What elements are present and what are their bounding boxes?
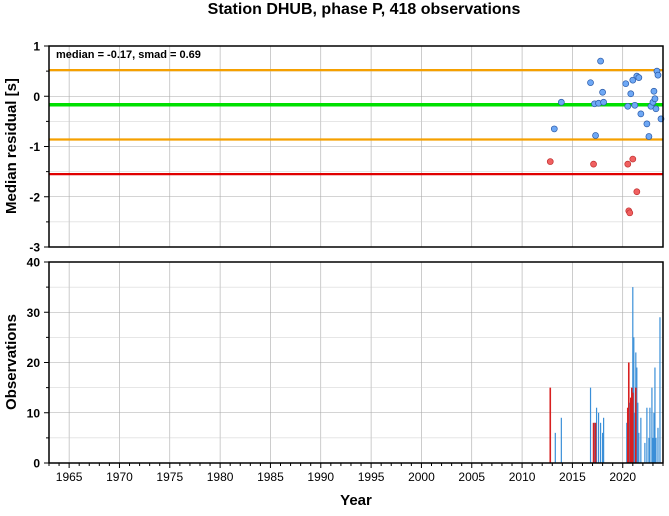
observations-bars [549,287,661,463]
residual-panel: -3 -2 -1 0 1 median = -0.17, smad = 0.69 Med… [3,40,665,255]
chart-title: Station DHUB, phase P, 418 observations [208,1,521,18]
stats-annotation: median = -0.17, smad = 0.69 [56,49,201,61]
year-tick-label: 1985 [257,470,284,484]
observations-y-tick-label: 40 [27,256,41,270]
year-tick-label: 2005 [458,470,485,484]
normal-residual-point [599,88,606,96]
outlier-residual-point [590,160,597,168]
outlier-residual-point [626,209,634,217]
normal-residual-point [645,133,653,140]
residual-y-tick-label: -1 [29,140,40,154]
normal-residual-point [643,120,651,128]
x-axis-label: Year [340,492,372,509]
normal-residual-point [624,102,632,110]
year-tick-label: 1965 [56,470,83,484]
normal-residual-point [587,79,594,87]
normal-residual-point [635,74,643,82]
observations-y-tick-label: 20 [27,356,41,370]
residual-y-ticks: -3 -2 -1 0 1 [29,40,49,255]
observations-y-tick-label: 10 [27,406,41,420]
year-tick-label: 2020 [609,470,636,484]
normal-residual-point [622,80,630,88]
normal-residual-point [654,71,662,79]
year-tick-label: 1990 [307,470,334,484]
residual-points [546,57,665,217]
normal-residual-point [550,125,558,133]
reference-lines [49,69,663,176]
normal-residual-point [597,57,604,65]
observations-y-axis-label: Observations [3,314,20,410]
residual-y-axis-label: Median residual [s] [3,78,20,214]
normal-residual-point [600,98,607,106]
observations-y-ticks: 0 10 20 30 40 [27,256,49,471]
year-x-ticks: 1965 1970 1975 1980 1985 1990 1995 2000 2005 2010… [48,463,664,484]
year-tick-label: 1980 [207,470,234,484]
year-tick-label: 1995 [358,470,385,484]
residual-grid [49,45,663,248]
normal-residual-point [637,110,645,118]
normal-residual-point [650,87,658,95]
outlier-residual-point [546,158,554,165]
normal-residual-point [592,132,599,139]
normal-residual-point [652,105,660,113]
observations-panel: 0 10 20 30 40 1965 1970 1975 1980 1985 1990 1995 20… [3,256,664,484]
residual-y-tick-label: 0 [33,90,40,104]
normal-residual-point [651,95,659,103]
residual-y-tick-label: -2 [29,190,40,204]
outlier-residual-point [624,160,632,168]
year-tick-label: 2010 [509,470,536,484]
normal-residual-point [557,98,565,106]
year-tick-label: 2000 [408,470,435,484]
observations-y-tick-label: 0 [33,457,40,471]
outlier-residual-point [633,188,641,196]
year-tick-label: 1970 [106,470,133,484]
outlier-residual-point [629,155,637,163]
residual-y-tick-label: 1 [33,40,40,54]
observations-y-tick-label: 30 [27,306,41,320]
year-tick-label: 2015 [559,470,586,484]
normal-residual-point [631,101,639,109]
observations-grid [49,261,663,464]
year-tick-label: 1975 [156,470,183,484]
residual-y-tick-label: -3 [29,241,40,255]
normal-residual-point [629,76,637,84]
normal-residual-point [627,90,635,98]
